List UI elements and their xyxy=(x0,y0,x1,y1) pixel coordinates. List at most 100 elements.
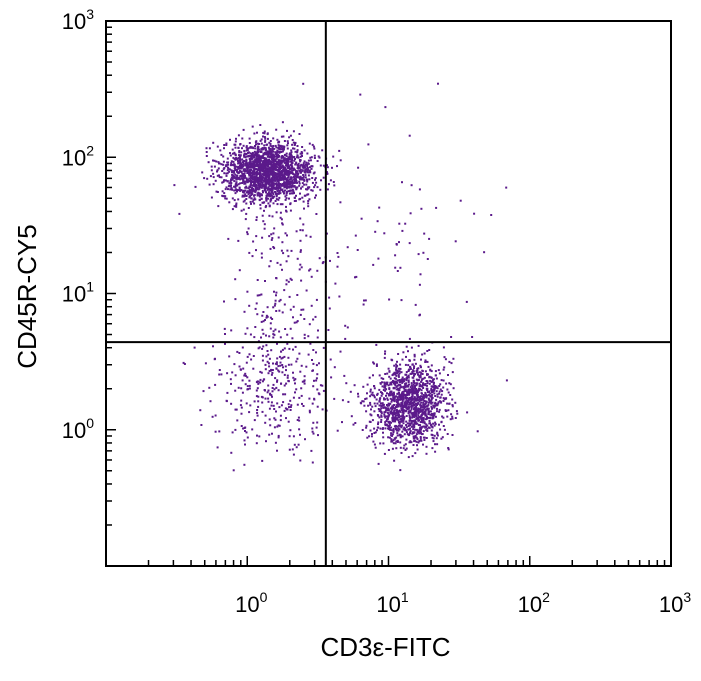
data-point xyxy=(200,424,203,426)
data-point xyxy=(309,268,312,271)
data-point xyxy=(242,208,245,211)
data-point xyxy=(271,390,274,393)
data-point xyxy=(303,160,306,163)
data-point xyxy=(306,165,309,168)
data-point xyxy=(231,171,233,174)
data-point xyxy=(403,390,405,393)
data-point xyxy=(442,346,445,349)
data-point xyxy=(422,408,425,411)
data-point xyxy=(311,177,314,179)
data-point xyxy=(247,164,250,167)
data-point xyxy=(238,156,241,159)
data-point xyxy=(290,180,293,183)
data-point xyxy=(248,251,251,254)
data-point xyxy=(260,371,263,374)
data-point xyxy=(261,148,264,151)
data-point xyxy=(246,231,249,234)
data-point xyxy=(254,189,257,192)
data-point xyxy=(259,207,262,210)
data-point xyxy=(259,381,262,384)
data-point xyxy=(399,379,402,382)
data-point xyxy=(274,328,277,331)
data-point xyxy=(273,408,276,410)
data-point xyxy=(255,389,258,392)
data-point xyxy=(411,372,414,375)
data-point xyxy=(279,361,282,364)
data-point xyxy=(371,433,373,435)
data-point xyxy=(269,166,271,169)
data-point xyxy=(243,168,246,171)
data-point xyxy=(249,184,252,187)
data-point xyxy=(298,428,301,431)
data-point xyxy=(309,342,312,345)
data-point xyxy=(465,300,468,303)
data-point xyxy=(288,186,291,189)
data-point xyxy=(336,265,339,268)
data-point xyxy=(392,404,395,407)
data-point xyxy=(346,246,349,249)
data-point xyxy=(275,410,277,413)
data-point xyxy=(234,169,237,171)
data-point xyxy=(401,403,404,406)
data-point xyxy=(307,193,310,196)
data-point xyxy=(225,174,228,177)
data-point xyxy=(279,173,282,176)
data-point xyxy=(391,398,394,401)
data-point xyxy=(394,437,397,440)
data-point xyxy=(280,167,282,170)
data-point xyxy=(307,335,310,338)
data-point xyxy=(272,202,275,205)
data-point xyxy=(253,177,256,180)
data-point xyxy=(374,405,377,408)
data-point xyxy=(288,181,291,184)
data-point xyxy=(426,391,429,393)
data-point xyxy=(272,404,275,407)
data-point xyxy=(405,401,408,404)
data-point xyxy=(306,152,309,155)
data-point xyxy=(230,329,233,332)
data-point xyxy=(248,379,251,382)
data-point xyxy=(264,140,267,143)
data-point xyxy=(443,366,446,369)
data-point xyxy=(259,370,262,373)
data-point xyxy=(272,174,275,177)
data-point xyxy=(425,452,428,455)
data-point xyxy=(267,191,270,194)
data-point xyxy=(255,183,258,186)
data-point xyxy=(411,455,414,458)
data-point xyxy=(249,333,252,336)
data-point xyxy=(289,167,292,170)
data-point xyxy=(379,442,382,445)
data-point xyxy=(505,186,508,189)
data-point xyxy=(251,170,254,173)
data-point xyxy=(249,200,252,203)
data-point xyxy=(230,382,232,385)
data-point xyxy=(442,379,445,382)
data-point xyxy=(280,188,282,191)
data-point xyxy=(391,433,394,436)
data-point xyxy=(451,434,454,436)
data-point xyxy=(303,382,306,385)
data-point xyxy=(319,164,322,167)
data-point xyxy=(443,428,446,431)
data-point xyxy=(285,369,287,372)
data-point xyxy=(299,370,302,373)
data-point xyxy=(216,174,219,177)
data-point xyxy=(246,162,249,165)
data-point xyxy=(265,158,268,161)
data-point xyxy=(263,151,266,154)
data-point xyxy=(239,143,242,146)
data-point xyxy=(281,241,284,244)
data-point xyxy=(281,121,284,124)
data-point xyxy=(263,389,266,391)
data-point xyxy=(401,414,404,417)
data-point xyxy=(304,166,307,169)
data-point xyxy=(255,163,258,166)
data-point xyxy=(245,212,248,215)
data-point xyxy=(266,132,269,135)
data-point xyxy=(307,168,309,171)
data-point xyxy=(303,333,306,336)
data-point xyxy=(405,420,408,423)
data-point xyxy=(451,417,454,420)
